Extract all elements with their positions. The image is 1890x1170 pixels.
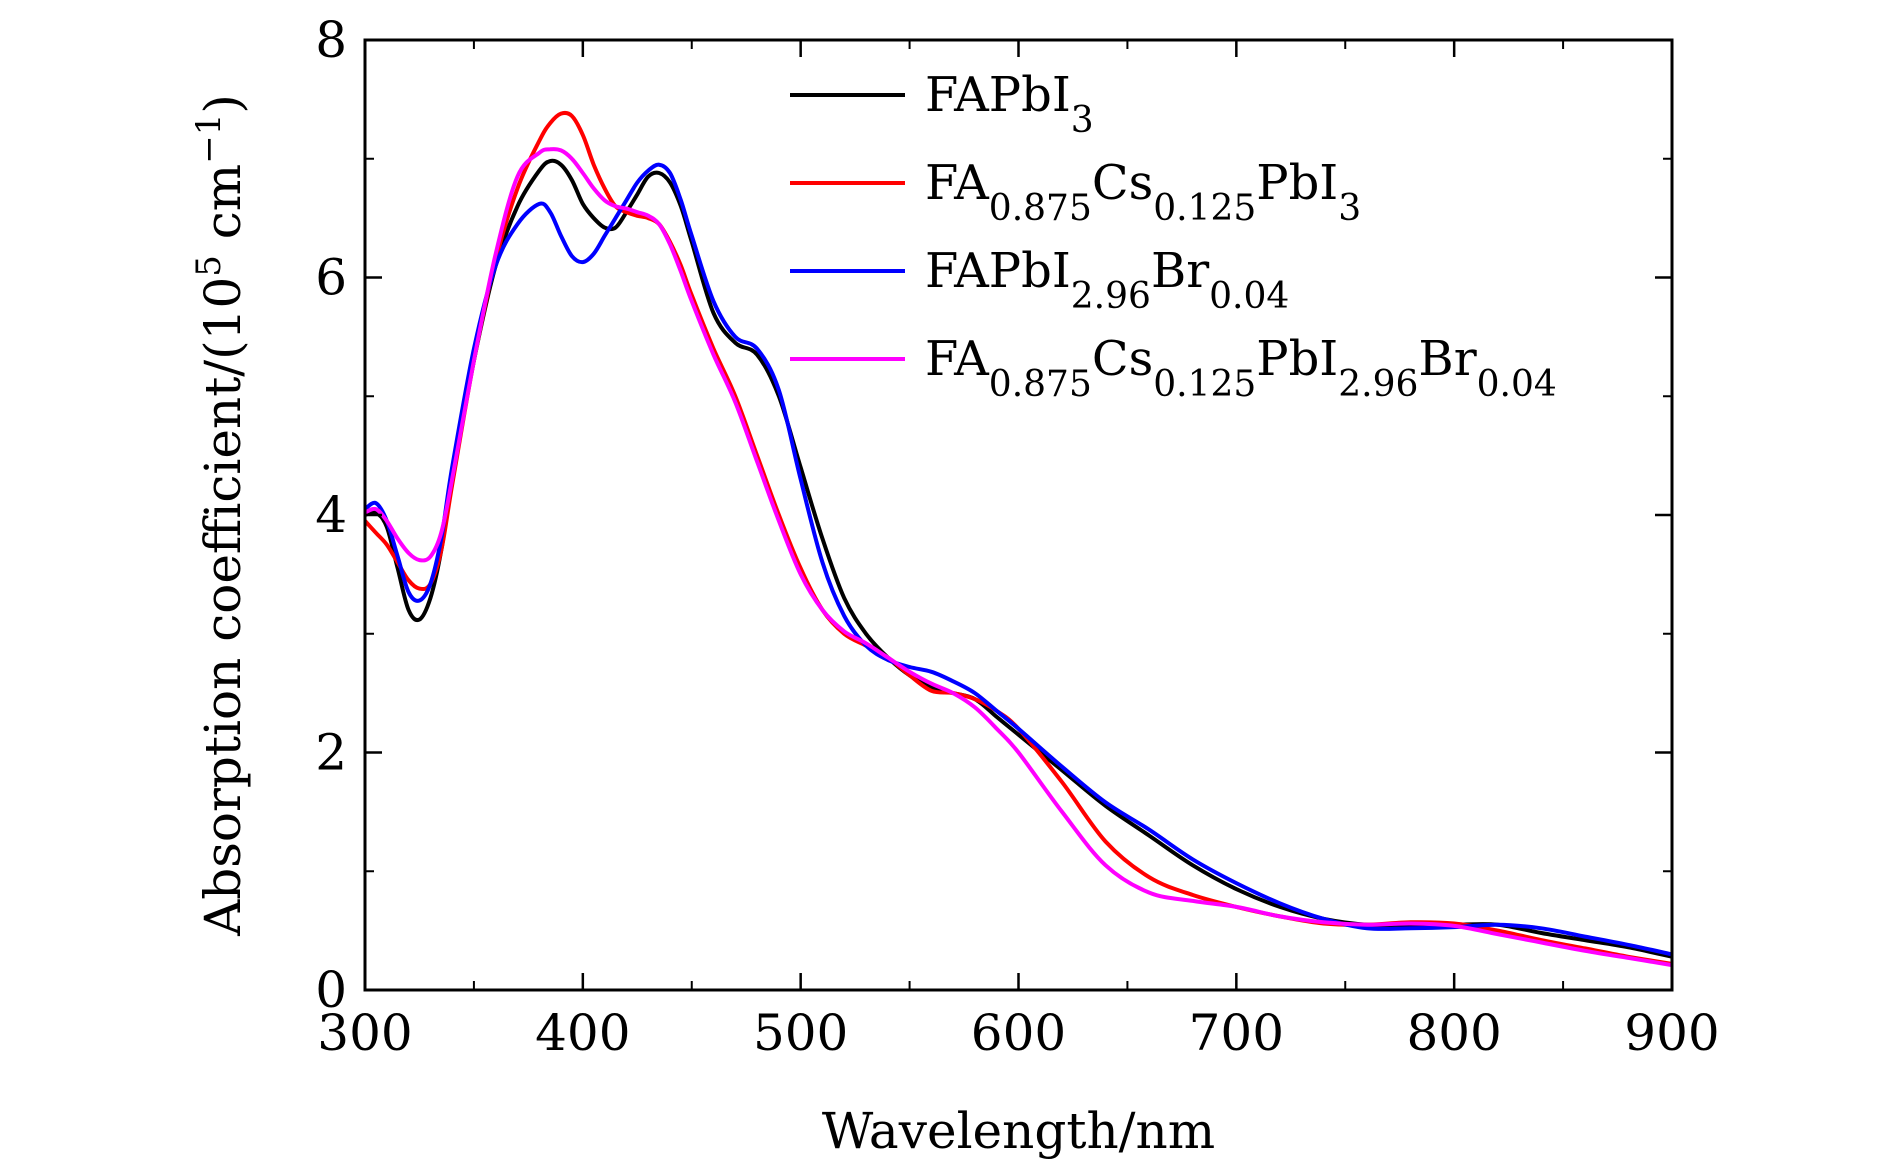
legend-label-4: FA0.875Cs0.125PbI2.96Br0.04	[925, 331, 1557, 405]
y-tick-label: 0	[315, 961, 347, 1019]
x-tick-label: 600	[971, 1004, 1066, 1062]
x-tick-label: 800	[1406, 1004, 1501, 1062]
x-tick-label: 400	[535, 1004, 630, 1062]
x-tick-label: 500	[753, 1004, 848, 1062]
y-axis-title-close: )	[194, 94, 252, 114]
plot-frame	[363, 38, 1674, 992]
y-axis-title-unit-exponent: −1	[189, 114, 229, 164]
x-tick-label: 900	[1624, 1004, 1719, 1062]
x-tick-label: 300	[317, 1004, 412, 1062]
legend-label-3: FAPbI2.96Br0.04	[925, 243, 1289, 317]
ticks-layer	[363, 38, 1674, 992]
series-line-3	[365, 162, 1672, 957]
x-tick-label: 700	[1189, 1004, 1284, 1062]
y-axis-title-unit: cm	[194, 164, 252, 255]
legend-label-2: FA0.875Cs0.125PbI3	[925, 155, 1361, 229]
y-tick-label: 4	[315, 486, 347, 544]
y-tick-label: 2	[315, 724, 347, 782]
y-axis-title-main: Absorption coefficient/(10	[194, 277, 252, 937]
y-tick-label: 8	[315, 11, 347, 69]
x-axis-title: Wavelength/nm	[822, 1102, 1215, 1160]
y-axis-title: Absorption coefficient/(105 cm−1)	[189, 94, 252, 937]
legend: FAPbI3 FA0.875Cs0.125PbI3 FAPbI2.96Br0.04 F…	[790, 67, 1557, 405]
legend-label-1: FAPbI3	[925, 67, 1094, 141]
y-axis-title-exponent: 5	[189, 255, 229, 277]
y-tick-label: 6	[315, 249, 347, 307]
series-line-4	[365, 147, 1672, 968]
series-layer	[365, 110, 1672, 968]
labels-layer: 300 400 500 600 700 800 900 0 2 4 6 8	[315, 11, 1720, 1062]
